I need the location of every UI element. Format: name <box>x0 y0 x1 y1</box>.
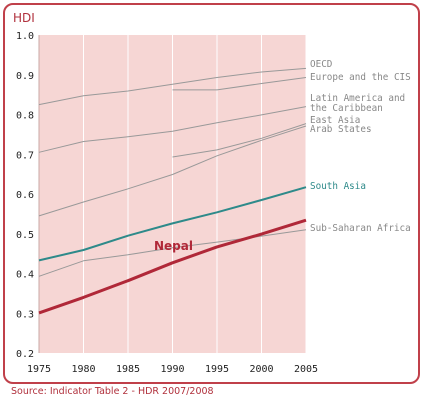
series-line-south-asia <box>38 186 307 262</box>
y-tick-label: 0.8 <box>16 111 34 122</box>
tick-labels: 0.2 0.3 0.4 0.5 0.6 0.7 0.8 0.9 1.0 1975 1980 1985 1… <box>16 31 318 375</box>
y-tick-label: 0.6 <box>16 190 34 201</box>
series-line-arab-states <box>172 123 307 158</box>
series-line-nepal <box>38 218 307 315</box>
y-tick-label: 0.5 <box>16 230 34 241</box>
x-tick-label: 1980 <box>71 364 95 375</box>
label-latin-america-and-the-caribbean: Latin America and <box>310 93 405 104</box>
label-sub-saharan-africa: Sub-Saharan Africa <box>310 223 411 234</box>
x-tick-label: 1975 <box>27 364 51 375</box>
y-axis-title: HDI <box>13 11 35 25</box>
series-line-latin-america-and-the-caribbean <box>38 106 307 153</box>
x-tick-label: 1985 <box>116 364 140 375</box>
series-layer <box>38 67 307 315</box>
x-tick-label: 2005 <box>294 364 318 375</box>
series-line-sub-saharan-africa <box>38 229 307 277</box>
y-tick-label: 0.2 <box>16 349 34 360</box>
series-line-east-asia <box>38 125 307 217</box>
y-tick-label: 0.9 <box>16 71 34 82</box>
label-east-asia: East Asia <box>310 115 360 126</box>
series-labels: OECD Europe and the CIS Latin America andt… <box>154 59 411 253</box>
source-note: Source: Indicator Table 2 - HDR 2007/200… <box>11 386 214 397</box>
x-tick-label: 2000 <box>249 364 273 375</box>
label-oecd: OECD <box>310 59 333 70</box>
x-tick-label: 1990 <box>160 364 184 375</box>
y-tick-label: 0.4 <box>16 270 34 281</box>
label-latin-america-and-the-caribbean: the Caribbean <box>310 103 383 114</box>
series-line-oecd <box>38 67 307 106</box>
x-tick-label: 1995 <box>205 364 229 375</box>
label-south-asia: South Asia <box>310 181 366 192</box>
y-tick-label: 1.0 <box>16 31 34 42</box>
label-nepal: Nepal <box>154 239 193 253</box>
series-line-europe-and-the-cis <box>172 77 307 91</box>
y-tick-label: 0.7 <box>16 150 34 161</box>
label-arab-states: Arab States <box>310 124 372 135</box>
label-europe-and-the-cis: Europe and the CIS <box>310 72 411 83</box>
y-tick-label: 0.3 <box>16 309 34 320</box>
grid-lines <box>38 35 307 353</box>
